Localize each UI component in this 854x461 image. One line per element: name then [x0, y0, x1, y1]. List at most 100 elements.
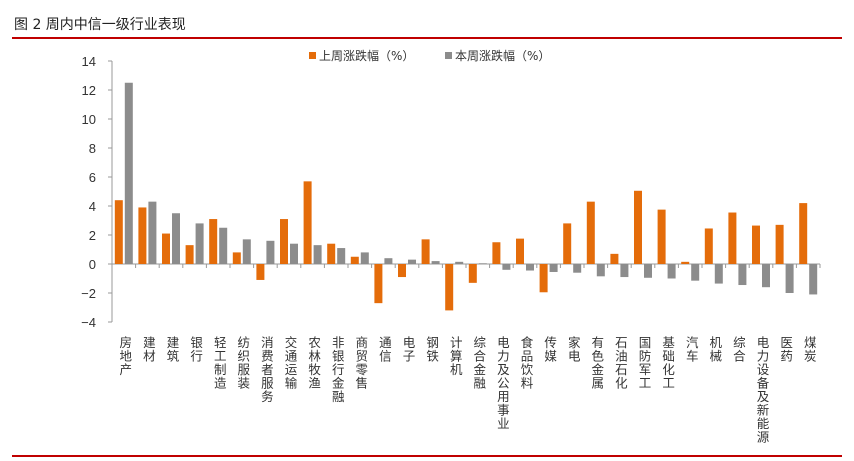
bar-last-week	[775, 224, 784, 264]
x-category-label: 家电	[566, 335, 581, 363]
bar-this-week	[242, 239, 251, 264]
bar-last-week	[752, 225, 760, 264]
x-category-label: 汽车	[684, 335, 699, 363]
footer-divider	[12, 455, 842, 457]
bar-this-week	[620, 264, 629, 278]
legend-swatch	[445, 52, 452, 59]
bar-this-week	[549, 264, 558, 272]
x-category-label: 有色金属	[589, 336, 604, 390]
x-category-label: 综合金融	[471, 336, 486, 390]
x-category-label: 电子	[401, 336, 416, 363]
bar-this-week	[809, 264, 818, 295]
x-category-label: 机械	[707, 336, 722, 363]
bar-last-week	[421, 239, 430, 264]
bar-this-week	[337, 248, 346, 264]
x-category-label: 银行	[188, 336, 203, 363]
bar-this-week	[502, 264, 511, 270]
y-tick-label: 12	[82, 83, 96, 98]
legend-label: 本周涨跌幅（%）	[455, 48, 550, 63]
bar-this-week	[785, 264, 794, 293]
x-category-label: 建材	[141, 336, 156, 363]
bar-last-week	[634, 190, 642, 264]
x-category-label: 计算机	[448, 336, 463, 377]
x-category-label: 商贸零售	[353, 335, 368, 390]
x-category-label: 纺织服装	[235, 336, 250, 390]
bar-this-week	[455, 261, 464, 264]
x-category-label: 医药	[778, 336, 793, 363]
bar-this-week	[313, 245, 322, 264]
y-tick-label: −4	[81, 315, 96, 330]
bar-this-week	[644, 264, 652, 278]
y-tick-label: 10	[82, 112, 96, 127]
bar-last-week	[114, 200, 123, 264]
legend-label: 上周涨跌幅（%）	[319, 48, 414, 63]
bar-this-week	[290, 243, 298, 264]
bar-this-week	[360, 252, 369, 264]
bar-last-week	[681, 261, 690, 264]
bar-this-week	[478, 263, 487, 264]
bar-last-week	[232, 252, 241, 264]
bar-last-week	[563, 223, 572, 264]
y-tick-label: 2	[89, 228, 96, 243]
x-category-label: 食品饮料	[519, 335, 534, 390]
x-category-label: 石油石化	[613, 336, 628, 390]
x-category-label: 房地产	[117, 335, 132, 377]
x-category-label: 基础化工	[660, 336, 675, 390]
bar-this-week	[762, 264, 770, 288]
y-tick-label: 0	[89, 257, 96, 272]
bar-this-week	[195, 223, 204, 264]
y-tick-label: 14	[82, 54, 96, 69]
bar-last-week	[539, 264, 548, 293]
bar-last-week	[374, 264, 383, 304]
bar-last-week	[586, 201, 595, 264]
bar-last-week	[728, 212, 737, 264]
figure-title: 图 2 周内中信一级行业表现	[14, 17, 186, 33]
bar-last-week	[445, 264, 454, 311]
bar-last-week	[138, 207, 147, 264]
bar-this-week	[526, 264, 534, 271]
x-category-label: 建筑	[165, 336, 180, 363]
bar-last-week	[350, 256, 359, 264]
x-category-label: 钢铁	[424, 336, 439, 363]
bar-this-week	[266, 240, 275, 264]
x-category-label: 农林牧渔	[306, 336, 321, 390]
bar-this-week	[667, 264, 676, 279]
bar-this-week	[573, 264, 582, 273]
bar-this-week	[596, 264, 605, 277]
x-category-label: 电力及公用事业	[495, 336, 510, 431]
y-tick-label: 4	[89, 199, 96, 214]
bar-this-week	[691, 264, 700, 281]
x-category-label: 消费者服务	[259, 336, 274, 404]
bar-this-week	[431, 261, 440, 264]
y-tick-label: 6	[89, 170, 96, 185]
bar-last-week	[704, 228, 713, 264]
bar-last-week	[209, 219, 218, 264]
bar-this-week	[124, 82, 133, 264]
title-divider	[12, 37, 842, 39]
bar-last-week	[303, 181, 312, 264]
x-category-label: 非银行金融	[330, 336, 345, 404]
bar-last-week	[162, 233, 170, 264]
x-category-label: 煤炭	[802, 336, 817, 363]
bar-last-week	[799, 203, 808, 264]
bar-this-week	[714, 264, 723, 284]
bar-last-week	[256, 264, 265, 280]
bar-this-week	[738, 264, 747, 286]
x-category-label: 通信	[377, 336, 392, 363]
bar-this-week	[172, 213, 180, 264]
bar-this-week	[408, 259, 416, 264]
legend-swatch	[309, 52, 316, 59]
bar-last-week	[610, 253, 619, 264]
bar-last-week	[657, 209, 666, 264]
x-category-label: 综合	[731, 336, 746, 363]
x-category-label: 轻工制造	[212, 336, 227, 390]
bar-this-week	[148, 201, 157, 264]
x-category-label: 传媒	[542, 335, 557, 363]
bar-last-week	[398, 264, 406, 278]
bar-this-week	[384, 258, 393, 264]
bar-this-week	[219, 227, 228, 264]
bar-last-week	[327, 243, 336, 264]
bar-last-week	[468, 264, 477, 283]
